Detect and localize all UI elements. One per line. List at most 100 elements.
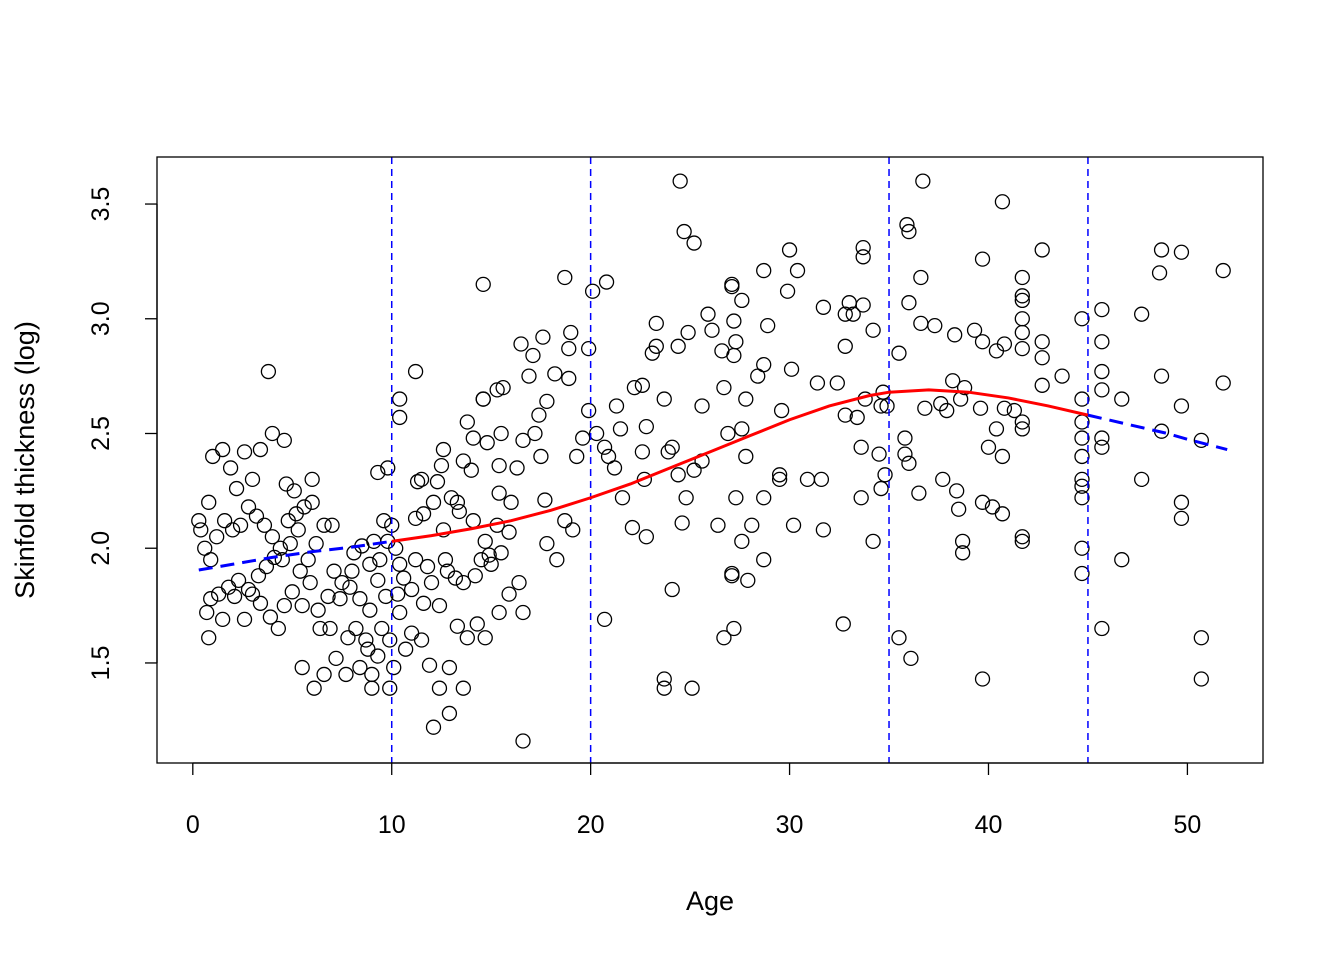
data-point [947,327,963,343]
data-point [531,407,547,423]
data-point [1014,269,1030,286]
data-point [865,533,881,549]
data-point [425,719,442,735]
y-axis: 1.5 2.0 2.5 3.0 3.5 [87,187,158,680]
data-point [312,620,328,637]
data-point [656,680,672,696]
data-point [1034,334,1050,350]
data-point [302,574,318,591]
data-point [994,506,1011,522]
data-point [1034,242,1050,258]
data-point [284,584,300,600]
data-point [614,490,631,506]
data-point [756,262,772,279]
data-point [260,363,277,380]
data-point [370,572,386,589]
data-point [626,379,643,396]
data-point [563,324,579,341]
data-point [879,398,895,414]
data-point [403,581,420,598]
data-point [244,586,261,602]
data-point [1014,529,1030,545]
data-point [407,552,424,568]
data-point [600,448,617,465]
data-point [901,455,917,471]
data-point [201,630,217,646]
data-point [674,515,690,531]
data-point [835,616,851,632]
data-point [292,563,308,579]
data-point [954,545,971,561]
x-tick-label: 50 [1174,811,1202,839]
data-point [734,421,750,437]
data-point [483,556,499,572]
data-point [1074,471,1090,488]
data-point [756,490,772,506]
data-point [974,251,991,267]
data-point [561,370,577,387]
data-point [270,620,286,637]
data-point [1014,324,1030,341]
data-point [815,522,832,538]
data-point [191,513,207,529]
data-point [1153,368,1170,384]
data-point [209,529,225,545]
data-point [382,680,398,696]
data-point [994,194,1011,210]
data-point [670,338,686,354]
plot-frame [156,156,1264,764]
data-point [644,345,660,361]
fit-curve [198,388,1228,572]
data-point [415,595,432,611]
data-point [565,522,581,538]
data-point [252,595,269,611]
data-point [382,632,398,648]
data-point [509,460,525,476]
data-point [403,625,420,641]
data-point [324,517,340,533]
data-point [972,400,989,416]
data-point [392,409,408,426]
data-point [1215,375,1231,391]
data-point [949,483,965,499]
data-point [431,680,448,696]
x-tick-label: 20 [577,811,605,839]
data-point [304,494,320,510]
data-point [435,522,452,538]
data-point [773,402,790,419]
data-point [1173,510,1190,527]
data-point [897,446,913,462]
data-point [425,494,442,510]
data-point [352,591,368,607]
data-point [1134,306,1150,322]
data-point [264,529,281,545]
data-point [1014,288,1030,304]
data-point [226,588,243,605]
fit-curve-interior [391,388,1089,543]
data-point [1014,533,1030,549]
data-point [1094,382,1110,398]
data-point [1054,368,1070,384]
data-point [451,503,468,520]
data-point [1074,448,1090,465]
data-point [853,439,869,455]
data-point [783,361,800,377]
data-point [463,462,479,478]
data-point [865,322,881,338]
data-point [561,340,577,357]
data-point [680,324,696,341]
data-point [1014,414,1030,430]
data-point [596,611,613,628]
data-point [248,508,265,524]
data-point [344,563,360,579]
data-point [392,604,408,621]
data-point [467,568,483,584]
data-point [575,430,591,446]
data-point [734,292,750,309]
data-point [493,545,509,561]
data-point [980,439,997,455]
data-point [459,414,475,430]
data-point [348,620,364,637]
data-point [276,432,292,449]
data-point [974,334,991,350]
